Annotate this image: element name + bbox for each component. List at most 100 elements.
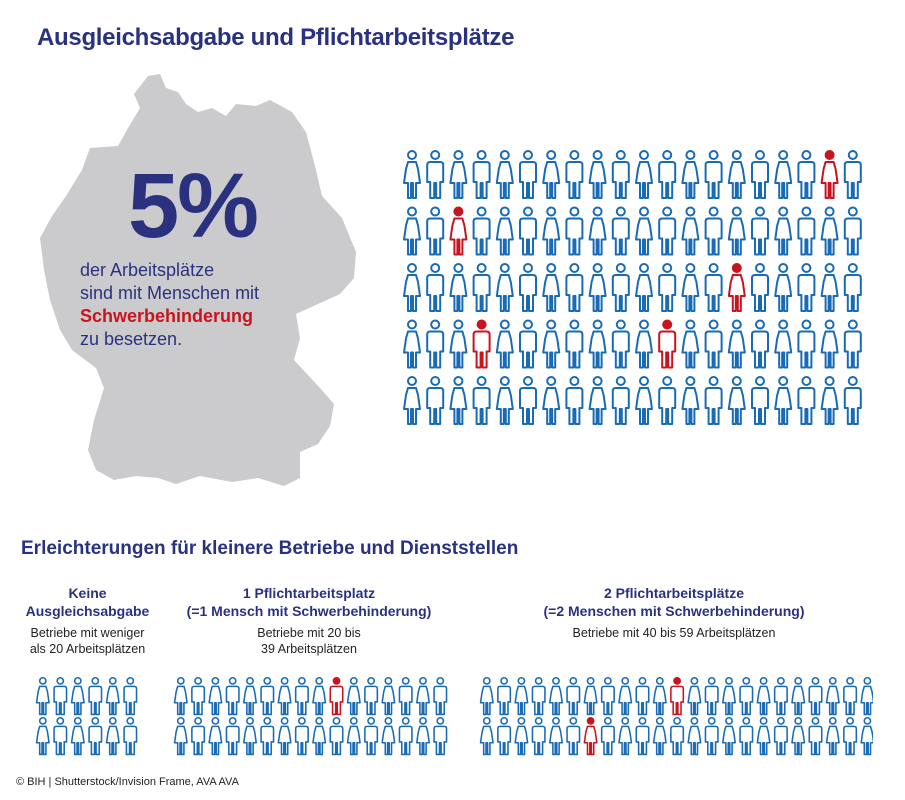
person-icon (658, 263, 677, 312)
person-icon (808, 677, 823, 716)
person-icon (825, 717, 840, 756)
person-icon (751, 319, 769, 369)
person-icon (548, 677, 564, 716)
person-icon (825, 677, 840, 716)
col3-title-line-2: (=2 Menschen mit Schwerbehinderung) (543, 603, 805, 619)
person-icon (70, 677, 85, 716)
person-icon (514, 677, 529, 716)
person-icon-highlighted (472, 319, 491, 369)
person-icon (797, 319, 816, 369)
person-icon (566, 717, 581, 756)
person-icon (294, 717, 309, 756)
person-icon (820, 206, 839, 256)
person-icon (415, 717, 431, 756)
person-icon (105, 677, 120, 716)
person-icon (472, 150, 491, 199)
person-icon (791, 717, 806, 756)
person-icon (658, 376, 677, 425)
person-icon-highlighted (329, 677, 344, 716)
person-icon (611, 263, 630, 312)
person-icon (497, 717, 512, 756)
person-icon (843, 150, 862, 199)
person-icon (312, 677, 327, 716)
person-icon (756, 717, 771, 756)
person-icon (519, 150, 537, 199)
person-icon (820, 376, 839, 425)
person-icon (635, 717, 650, 756)
person-icon (277, 677, 292, 716)
person-icon (588, 206, 607, 256)
person-icon (398, 677, 413, 716)
person-icon (565, 319, 584, 369)
person-icon (542, 150, 561, 199)
person-icon (704, 206, 723, 256)
person-icon (123, 717, 138, 756)
person-icon (727, 206, 746, 256)
person-icon (426, 319, 445, 369)
person-icon (635, 376, 653, 425)
person-icon (514, 717, 529, 756)
col2-sub-line-2: 39 Arbeitsplätzen (261, 642, 357, 656)
col2-sub: Betriebe mit 20 bis 39 Arbeitsplätzen (168, 625, 450, 657)
person-icon (449, 319, 468, 369)
person-icon-highlighted (727, 263, 746, 312)
person-icon (242, 677, 258, 716)
person-icon (808, 717, 823, 756)
person-icon (727, 150, 746, 199)
person-icon (670, 717, 685, 756)
person-icon (403, 150, 421, 199)
percent-figure: 5% (128, 155, 259, 257)
person-icon (797, 263, 816, 312)
person-icon (88, 717, 103, 756)
person-icon (519, 263, 537, 312)
person-icon (426, 376, 445, 425)
person-icon (497, 677, 512, 716)
person-icon (611, 319, 630, 369)
person-icon (495, 206, 514, 256)
hero-line-2: sind mit Menschen mit (80, 283, 260, 303)
person-icon (820, 319, 839, 369)
person-icon (681, 150, 700, 199)
person-icon (774, 150, 793, 199)
person-icon (727, 319, 746, 369)
person-icon (635, 319, 653, 369)
col1-title-line-1: Keine (68, 585, 107, 601)
person-icon (495, 263, 514, 312)
person-icon (600, 717, 615, 756)
person-icon (403, 206, 421, 256)
person-icon (635, 677, 650, 716)
person-icon (519, 206, 537, 256)
person-icon (70, 717, 85, 756)
person-icon (433, 717, 448, 756)
person-icon (364, 717, 379, 756)
person-icon (797, 376, 816, 425)
person-icon (260, 717, 275, 756)
person-icon (531, 677, 546, 716)
person-icon (588, 376, 607, 425)
person-icon (403, 263, 421, 312)
col3-people-grid (479, 677, 873, 756)
person-icon (123, 677, 138, 716)
person-icon (588, 150, 607, 199)
person-icon (294, 677, 309, 716)
person-icon (843, 717, 858, 756)
person-icon (611, 150, 630, 199)
person-icon (681, 206, 700, 256)
person-icon (611, 376, 630, 425)
person-icon (797, 150, 816, 199)
hero-description: der Arbeitsplätze sind mit Menschen mit … (80, 259, 259, 351)
person-icon (531, 717, 546, 756)
person-icon (652, 717, 667, 756)
col3-title-line-1: 2 Pflichtarbeitsplätze (603, 585, 745, 601)
person-icon-highlighted (670, 677, 685, 716)
person-icon (681, 376, 700, 425)
person-icon (472, 263, 491, 312)
person-icon (860, 677, 873, 716)
person-icon (820, 263, 839, 312)
person-icon (415, 677, 431, 716)
person-icon (618, 677, 633, 716)
col2-people-grid (173, 677, 448, 756)
person-icon (843, 677, 858, 716)
person-icon (797, 206, 816, 256)
